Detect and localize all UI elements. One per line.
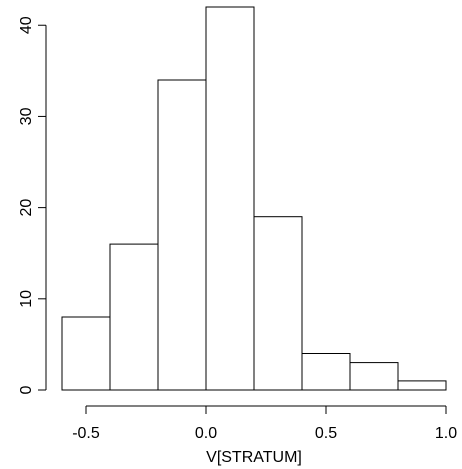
histogram-bar xyxy=(397,380,447,391)
y-tick-label: 10 xyxy=(18,290,35,308)
x-axis-label: V[STRATUM] xyxy=(206,449,302,466)
histogram-bar xyxy=(205,6,255,391)
x-axis: -0.5 0.0 0.5 1.0 xyxy=(72,405,457,442)
y-tick-label: 30 xyxy=(18,107,35,125)
histogram-bar xyxy=(109,243,159,391)
bars-group xyxy=(61,6,447,391)
histogram-bar xyxy=(61,316,111,391)
x-tick-label: -0.5 xyxy=(72,425,100,442)
x-tick-label: 0.0 xyxy=(195,425,217,442)
y-tick-label: 40 xyxy=(18,16,35,34)
histogram-bar xyxy=(301,353,351,391)
y-axis: 0 10 20 30 40 xyxy=(18,16,47,394)
histogram-bar xyxy=(253,216,303,391)
y-tick-label: 0 xyxy=(18,385,35,394)
x-tick-label: 0.5 xyxy=(315,425,337,442)
histogram-bar xyxy=(157,79,207,391)
y-tick-label: 20 xyxy=(18,199,35,217)
x-tick-label: 1.0 xyxy=(435,425,457,442)
histogram-bar xyxy=(349,362,399,391)
